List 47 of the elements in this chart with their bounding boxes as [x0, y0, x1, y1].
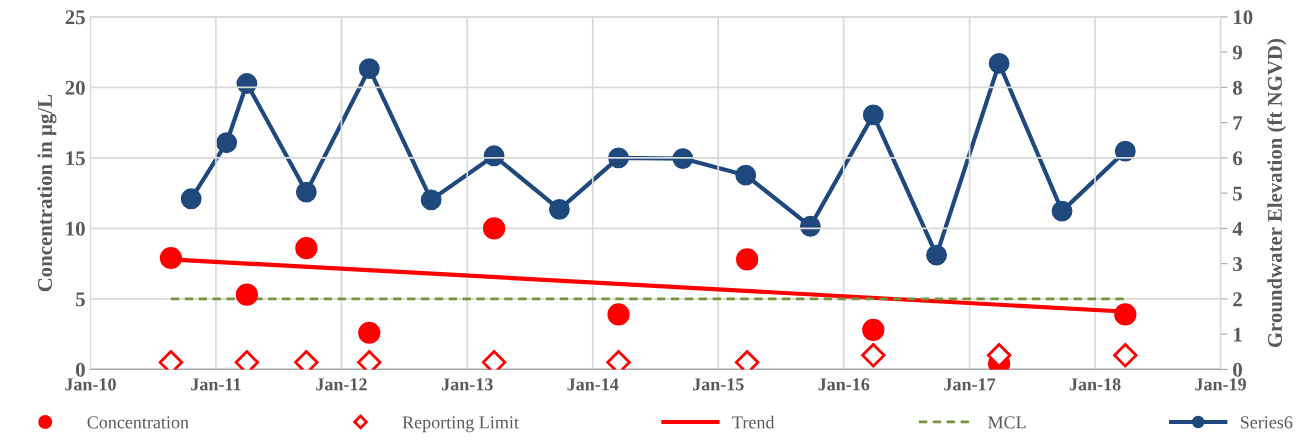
legend-label: Reporting Limit — [402, 416, 519, 433]
y2-tick-label: 4 — [1232, 221, 1243, 236]
x-tick-label: Jan-11 — [191, 378, 241, 391]
y2-tick-label: 7 — [1233, 116, 1243, 130]
point — [862, 104, 884, 126]
y2-tick-label: 2 — [1233, 292, 1242, 307]
y2-axis-title: Groundwater Elevation (ft NGVD) — [1267, 39, 1287, 348]
y2-tick-label: 3 — [1233, 257, 1243, 272]
legend-label: Concentration — [87, 416, 189, 429]
point — [548, 198, 570, 220]
point — [295, 181, 317, 203]
y-tick-label: 20 — [65, 80, 85, 95]
point — [358, 58, 380, 80]
y-tick-label: 10 — [66, 221, 85, 236]
x-tick-label: Jan-17 — [944, 378, 996, 391]
point — [1051, 200, 1073, 222]
legend-label: Trend — [732, 415, 775, 429]
point — [799, 215, 821, 237]
y-tick-label: 5 — [76, 292, 85, 307]
point — [180, 188, 202, 210]
point — [926, 244, 947, 266]
x-tick-label: Jan-14 — [567, 378, 619, 391]
x-tick-label: Jan-10 — [65, 378, 116, 391]
x-tick-label: Jan-13 — [441, 378, 493, 391]
x-tick-label: Jan-19 — [1195, 378, 1246, 391]
point — [988, 52, 1010, 74]
x-tick-label: Jan-15 — [692, 378, 744, 391]
x-tick-label: Jan-18 — [1069, 378, 1121, 391]
y-tick-label: 25 — [65, 10, 85, 25]
legend-label: MCL — [988, 416, 1026, 429]
y-tick-label: 0 — [75, 362, 85, 377]
point — [236, 73, 258, 94]
y2-tick-label: 9 — [1232, 45, 1243, 60]
y2-tick-label: 10 — [1234, 10, 1253, 25]
y-tick-label: 15 — [66, 151, 85, 166]
y-axis-title: Concentration in µg/L — [37, 94, 57, 292]
x-tick-label: Jan-16 — [818, 378, 870, 391]
y2-tick-label: 8 — [1233, 80, 1243, 95]
point — [420, 189, 442, 211]
y2-tick-label: 1 — [1234, 327, 1242, 342]
point — [216, 132, 238, 154]
y2-tick-label: 0 — [1233, 362, 1242, 377]
legend-label: Series6 — [1240, 416, 1293, 429]
y2-tick-label: 5 — [1233, 186, 1242, 201]
point — [735, 164, 757, 186]
y2-tick-label: 6 — [1233, 151, 1243, 166]
x-tick-label: Jan-12 — [316, 378, 367, 391]
